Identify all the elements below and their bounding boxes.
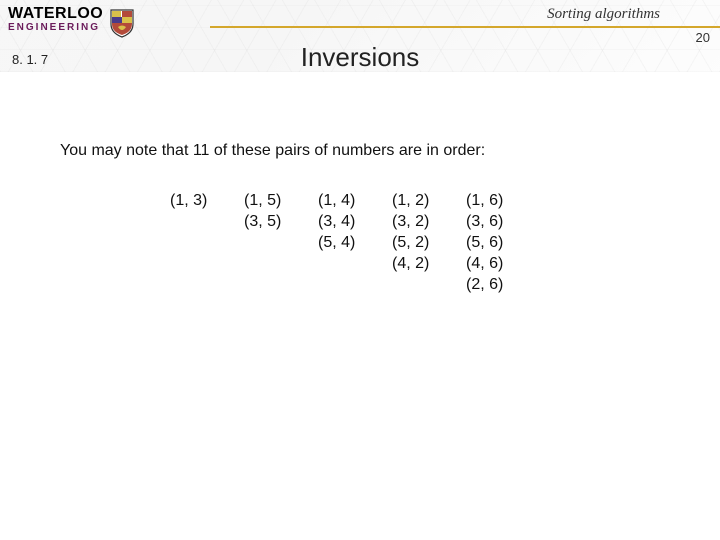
pair-cell: (3, 2) <box>392 213 442 231</box>
logo-text: WATERLOO ENGINEERING <box>8 6 103 33</box>
pair-column: (1, 6) (3, 6) (5, 6) (4, 6) (2, 6) <box>466 192 516 294</box>
body-intro: You may note that 11 of these pairs of n… <box>60 140 680 162</box>
pair-cell: (1, 4) <box>318 192 368 210</box>
logo-subtitle: ENGINEERING <box>8 23 103 33</box>
slide-title: Inversions <box>0 42 720 73</box>
pair-column: (1, 5) (3, 5) <box>244 192 294 294</box>
pair-column: (1, 4) (3, 4) (5, 4) <box>318 192 368 294</box>
pair-cell: (3, 4) <box>318 213 368 231</box>
pair-cell: (4, 2) <box>392 255 442 273</box>
pair-cell: (1, 5) <box>244 192 294 210</box>
pair-cell: (1, 3) <box>170 192 220 210</box>
pairs-table: (1, 3) (1, 5) (3, 5) (1, 4) (3, 4) (5, 4… <box>170 192 516 294</box>
pair-column: (1, 3) <box>170 192 220 294</box>
logo: WATERLOO ENGINEERING <box>0 0 143 38</box>
pair-cell: (3, 5) <box>244 213 294 231</box>
pair-cell: (5, 6) <box>466 234 516 252</box>
logo-word: WATERLOO <box>8 6 103 22</box>
pair-cell: (5, 2) <box>392 234 442 252</box>
pair-cell: (4, 6) <box>466 255 516 273</box>
pair-column: (1, 2) (3, 2) (5, 2) (4, 2) <box>392 192 442 294</box>
divider-line <box>210 26 720 28</box>
pair-cell: (1, 2) <box>392 192 442 210</box>
pair-cell: (3, 6) <box>466 213 516 231</box>
pair-cell: (1, 6) <box>466 192 516 210</box>
pair-cell: (2, 6) <box>466 276 516 294</box>
pair-cell: (5, 4) <box>318 234 368 252</box>
shield-icon <box>109 8 135 38</box>
